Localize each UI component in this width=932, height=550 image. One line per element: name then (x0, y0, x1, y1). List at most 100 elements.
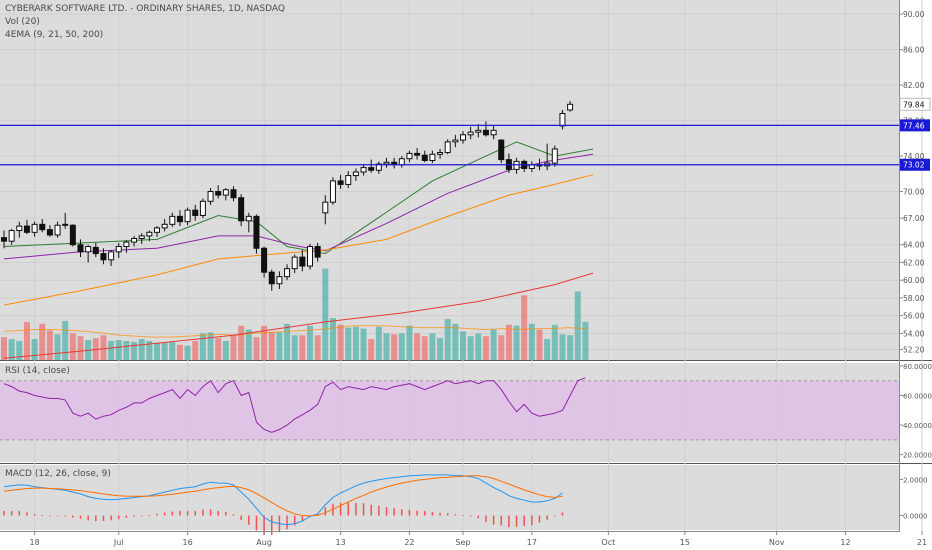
candle-body (253, 215, 260, 249)
candle-body (138, 235, 145, 240)
volume-bar (337, 324, 344, 360)
volume-bar (505, 324, 512, 360)
macd-histogram-bar (186, 511, 189, 516)
volume-bar (245, 329, 252, 360)
candle-body (261, 247, 268, 273)
candle-body (192, 209, 199, 216)
volume-bar (414, 333, 421, 360)
volume-bar (291, 335, 298, 360)
price-tick-label: 86.00 (903, 46, 925, 55)
macd-histogram-bar (393, 508, 395, 516)
rsi-tick-label: 80.0000 (903, 363, 932, 371)
volume-bar (39, 323, 46, 360)
candle-body (100, 253, 107, 261)
volume-bar (444, 319, 451, 360)
support-price-tag (900, 119, 930, 132)
volume-bar (383, 333, 390, 360)
volume-bar (521, 295, 528, 360)
macd-histogram-bar (370, 504, 372, 516)
volume-bar (176, 344, 183, 360)
macd-histogram-bar (194, 511, 196, 516)
candle-body (513, 160, 520, 170)
macd-histogram-bar (10, 511, 13, 516)
time-tick-label: Oct (601, 538, 615, 547)
volume-bar (513, 325, 520, 360)
macd-histogram-bar (515, 515, 518, 527)
macd-histogram-bar (248, 515, 250, 525)
macd-histogram-bar (439, 512, 441, 516)
volume-bar (375, 326, 382, 360)
volume-legend: Vol (20) (5, 17, 40, 27)
volume-bar (314, 335, 321, 360)
candle-body (444, 141, 451, 154)
volume-bar (62, 320, 69, 360)
macd-histogram-bar (56, 515, 59, 517)
macd-histogram-bar (33, 514, 36, 516)
macd-histogram-bar (293, 515, 296, 526)
volume-bar (54, 334, 61, 360)
macd-histogram-bar (424, 511, 426, 516)
macd-histogram-bar (401, 509, 403, 516)
macd-histogram-bar (362, 503, 365, 516)
macd-histogram-bar (95, 515, 97, 522)
candle-body (85, 246, 92, 253)
volume-bar (421, 336, 428, 360)
volume-bar (360, 328, 367, 360)
macd-histogram-bar (485, 515, 487, 522)
volume-bar (368, 339, 375, 360)
current-price-tag (899, 97, 931, 111)
macd-histogram-bar (102, 515, 105, 521)
candle-body (199, 200, 206, 216)
price-tick-label: 58.00 (903, 294, 925, 303)
macd-histogram-bar (148, 515, 151, 516)
candle-body (46, 229, 53, 236)
candle-body (383, 161, 390, 165)
support-price-label: 73.02 (903, 161, 925, 170)
macd-histogram-bar (531, 515, 533, 526)
price-tick-label: 90.00 (903, 10, 925, 19)
candle-body (161, 223, 168, 229)
macd-histogram-bar (286, 515, 288, 530)
macd-histogram-bar (469, 515, 472, 517)
price-tick-label: 67.00 (903, 214, 925, 223)
time-tick-label: 17 (527, 538, 537, 547)
price-tick-label: 70.00 (903, 188, 925, 197)
volume-bar (284, 323, 291, 360)
candle-body (368, 167, 375, 171)
candle-body (360, 167, 367, 173)
macd-histogram-bar (26, 512, 28, 516)
current-price-label: 79.84 (903, 100, 925, 109)
volume-bar (329, 318, 336, 360)
macd-histogram-bar (263, 515, 265, 536)
macd-histogram-bar (209, 509, 212, 516)
candle-body (154, 227, 160, 233)
candle-body (115, 246, 122, 253)
candle-body (429, 153, 436, 161)
volume-bar (1, 337, 7, 360)
candle-body (437, 152, 444, 155)
candle-body (551, 148, 558, 164)
candle-body (207, 191, 214, 202)
macd-histogram-bar (255, 515, 258, 531)
ema-legend: 4EMA (9, 21, 50, 200) (5, 30, 104, 40)
rsi-tick-label: 20.0000 (903, 452, 932, 460)
ema-line-50 (3, 174, 594, 306)
price-tick-label: 74.00 (903, 152, 925, 161)
candle-body (421, 154, 428, 161)
candle-body (345, 175, 352, 185)
candle-body (8, 230, 15, 242)
time-tick-label: 16 (183, 538, 193, 547)
macd-histogram-bar (454, 514, 457, 516)
volume-bar (429, 333, 436, 360)
macd-histogram-bar (179, 510, 181, 516)
price-axis-background (899, 0, 932, 550)
candle-body (528, 164, 535, 169)
macd-line (3, 474, 563, 526)
candle-body (337, 180, 344, 185)
volume-bar (559, 334, 566, 360)
candle-body (16, 225, 23, 232)
volume-bar (460, 331, 466, 360)
candle-body (39, 223, 46, 231)
volume-bar (467, 336, 474, 360)
